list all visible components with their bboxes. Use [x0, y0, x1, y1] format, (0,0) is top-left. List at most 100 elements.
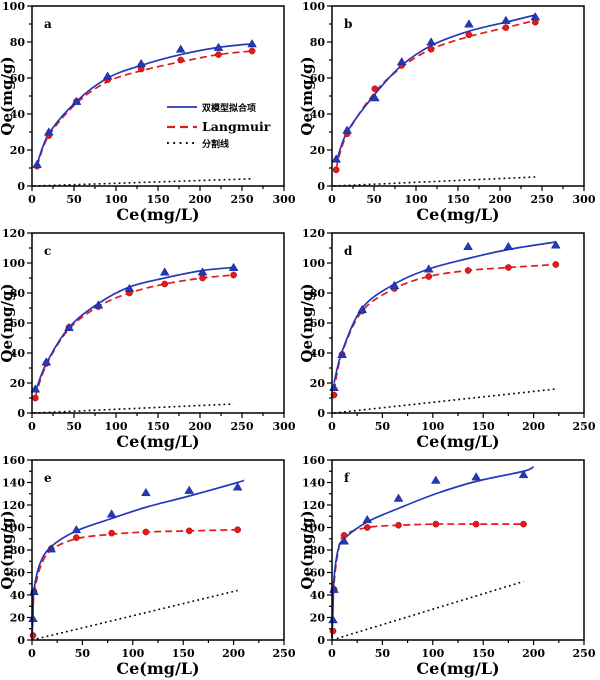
y-tick-label: 40	[10, 347, 26, 360]
data-point	[106, 509, 117, 518]
y-tick-label: 20	[310, 144, 326, 157]
y-tick-label: 40	[10, 589, 26, 602]
data-point	[230, 271, 237, 279]
axis-tick-labels: 0 50 100 150 200 250 0 20 40 60 80 100 120	[302, 227, 596, 433]
chart-b: 0 50 100 150 200 250 300 0 20 40 60 80 100 b Ce(mg/L) Q…	[300, 0, 600, 227]
data-point	[159, 267, 170, 276]
data-point	[530, 12, 541, 21]
plot-frame	[31, 459, 285, 641]
chart-f: 0 50 100 150 200 250 0 20 40 60 80 100 120 140 160 f Ce(…	[300, 454, 600, 680]
x-axis-label: Ce(mg/L)	[116, 205, 199, 224]
data-point	[362, 514, 373, 524]
x-tick-label: 200	[222, 647, 245, 660]
chart-background	[0, 0, 300, 227]
data-point	[177, 56, 185, 64]
data-point	[425, 273, 433, 280]
plot-frame	[331, 459, 585, 641]
data-point	[328, 615, 338, 624]
y-tick-label: 40	[10, 108, 26, 121]
data-point	[464, 19, 474, 28]
chart-e: 0 50 100 150 200 250 0 20 40 60 80 100 120 140 160 e Ce(…	[0, 454, 300, 680]
data-point	[337, 349, 347, 358]
legend: 双模型拟合项 Langmuir 分割线	[167, 102, 271, 150]
divider-line	[333, 388, 556, 414]
data-point	[28, 613, 38, 623]
y-tick-label: 120	[2, 499, 25, 512]
y-tick-label: 20	[310, 612, 326, 625]
data-point	[228, 262, 239, 271]
data-point	[371, 85, 379, 93]
y-tick-label: 40	[310, 108, 326, 121]
divider-line	[331, 580, 524, 641]
data-point	[432, 520, 440, 528]
chart-c: 0 50 100 150 200 250 300 0 20 40 60 80 100 120 c Ce(mg/…	[0, 227, 300, 454]
x-tick-label: 0	[328, 647, 336, 660]
chart-background	[300, 227, 600, 454]
x-tick-label: 50	[75, 647, 91, 660]
y-axis-label: Qe(mg/g)	[300, 56, 316, 135]
data-point	[141, 487, 151, 497]
data-point	[213, 42, 224, 51]
panel-letter: c	[44, 244, 51, 258]
y-tick-label: 160	[302, 454, 325, 467]
data-point	[331, 154, 342, 163]
x-tick-label: 50	[66, 420, 82, 433]
axis-ticks	[27, 5, 285, 191]
data-point	[32, 159, 42, 168]
x-tick-label: 50	[375, 420, 391, 433]
panel-c: 0 50 100 150 200 250 300 0 20 40 60 80 100 120 c Ce(mg/…	[0, 227, 300, 454]
x-tick-label: 150	[447, 193, 470, 206]
divider-line	[33, 178, 253, 187]
legend-label: Langmuir	[202, 119, 271, 134]
y-tick-label: 60	[310, 567, 326, 580]
data-point	[550, 240, 561, 249]
y-tick-label: 100	[2, 0, 25, 13]
x-tick-label: 100	[105, 420, 128, 433]
data-point	[215, 51, 222, 58]
y-tick-label: 140	[302, 477, 325, 490]
x-tick-label: 200	[522, 647, 545, 660]
x-tick-label: 250	[231, 193, 254, 206]
chart-background	[0, 454, 300, 680]
x-tick-label: 300	[573, 193, 596, 206]
x-axis-label: Ce(mg/L)	[116, 659, 199, 678]
data-point	[503, 241, 514, 250]
plot-frame	[31, 232, 285, 414]
data-point	[73, 534, 80, 541]
y-tick-label: 0	[17, 407, 25, 420]
y-axis-label: Qe(mg/g)	[0, 56, 16, 135]
chart-background	[0, 227, 300, 454]
legend-label: 双模型拟合项	[202, 102, 256, 114]
x-axis-label: Ce(mg/L)	[416, 205, 499, 224]
x-tick-label: 0	[328, 420, 336, 433]
y-tick-label: 80	[310, 36, 326, 49]
panel-letter: b	[344, 17, 352, 31]
data-point	[520, 520, 527, 528]
y-axis-label: Qe(mg/g)	[300, 510, 316, 589]
triangle-markers	[329, 240, 561, 391]
divider-line	[31, 589, 238, 641]
data-point	[552, 261, 560, 268]
data-point	[199, 274, 206, 282]
data-point	[46, 544, 56, 553]
data-point	[339, 536, 349, 545]
divider-line	[333, 176, 536, 187]
y-axis-label: Qe(mg/g)	[0, 510, 16, 589]
data-point	[395, 521, 402, 529]
y-tick-label: 0	[317, 407, 325, 420]
x-tick-label: 50	[366, 193, 382, 206]
x-tick-label: 250	[273, 647, 296, 660]
data-point	[161, 280, 169, 288]
y-tick-label: 0	[317, 180, 325, 193]
axis-tick-labels: 0 50 100 150 200 250 0 20 40 60 80 100 120 140 160	[2, 454, 296, 660]
y-tick-label: 120	[302, 499, 325, 512]
legend-label: 分割线	[202, 138, 229, 150]
x-tick-label: 200	[189, 420, 212, 433]
data-point	[142, 528, 150, 536]
x-tick-label: 150	[147, 193, 170, 206]
y-tick-label: 80	[310, 544, 326, 557]
x-axis-label: Ce(mg/L)	[416, 659, 499, 678]
panel-f: 0 50 100 150 200 250 0 20 40 60 80 100 120 140 160 f Ce(…	[300, 454, 600, 680]
y-tick-label: 0	[17, 180, 25, 193]
y-tick-label: 120	[302, 227, 325, 240]
